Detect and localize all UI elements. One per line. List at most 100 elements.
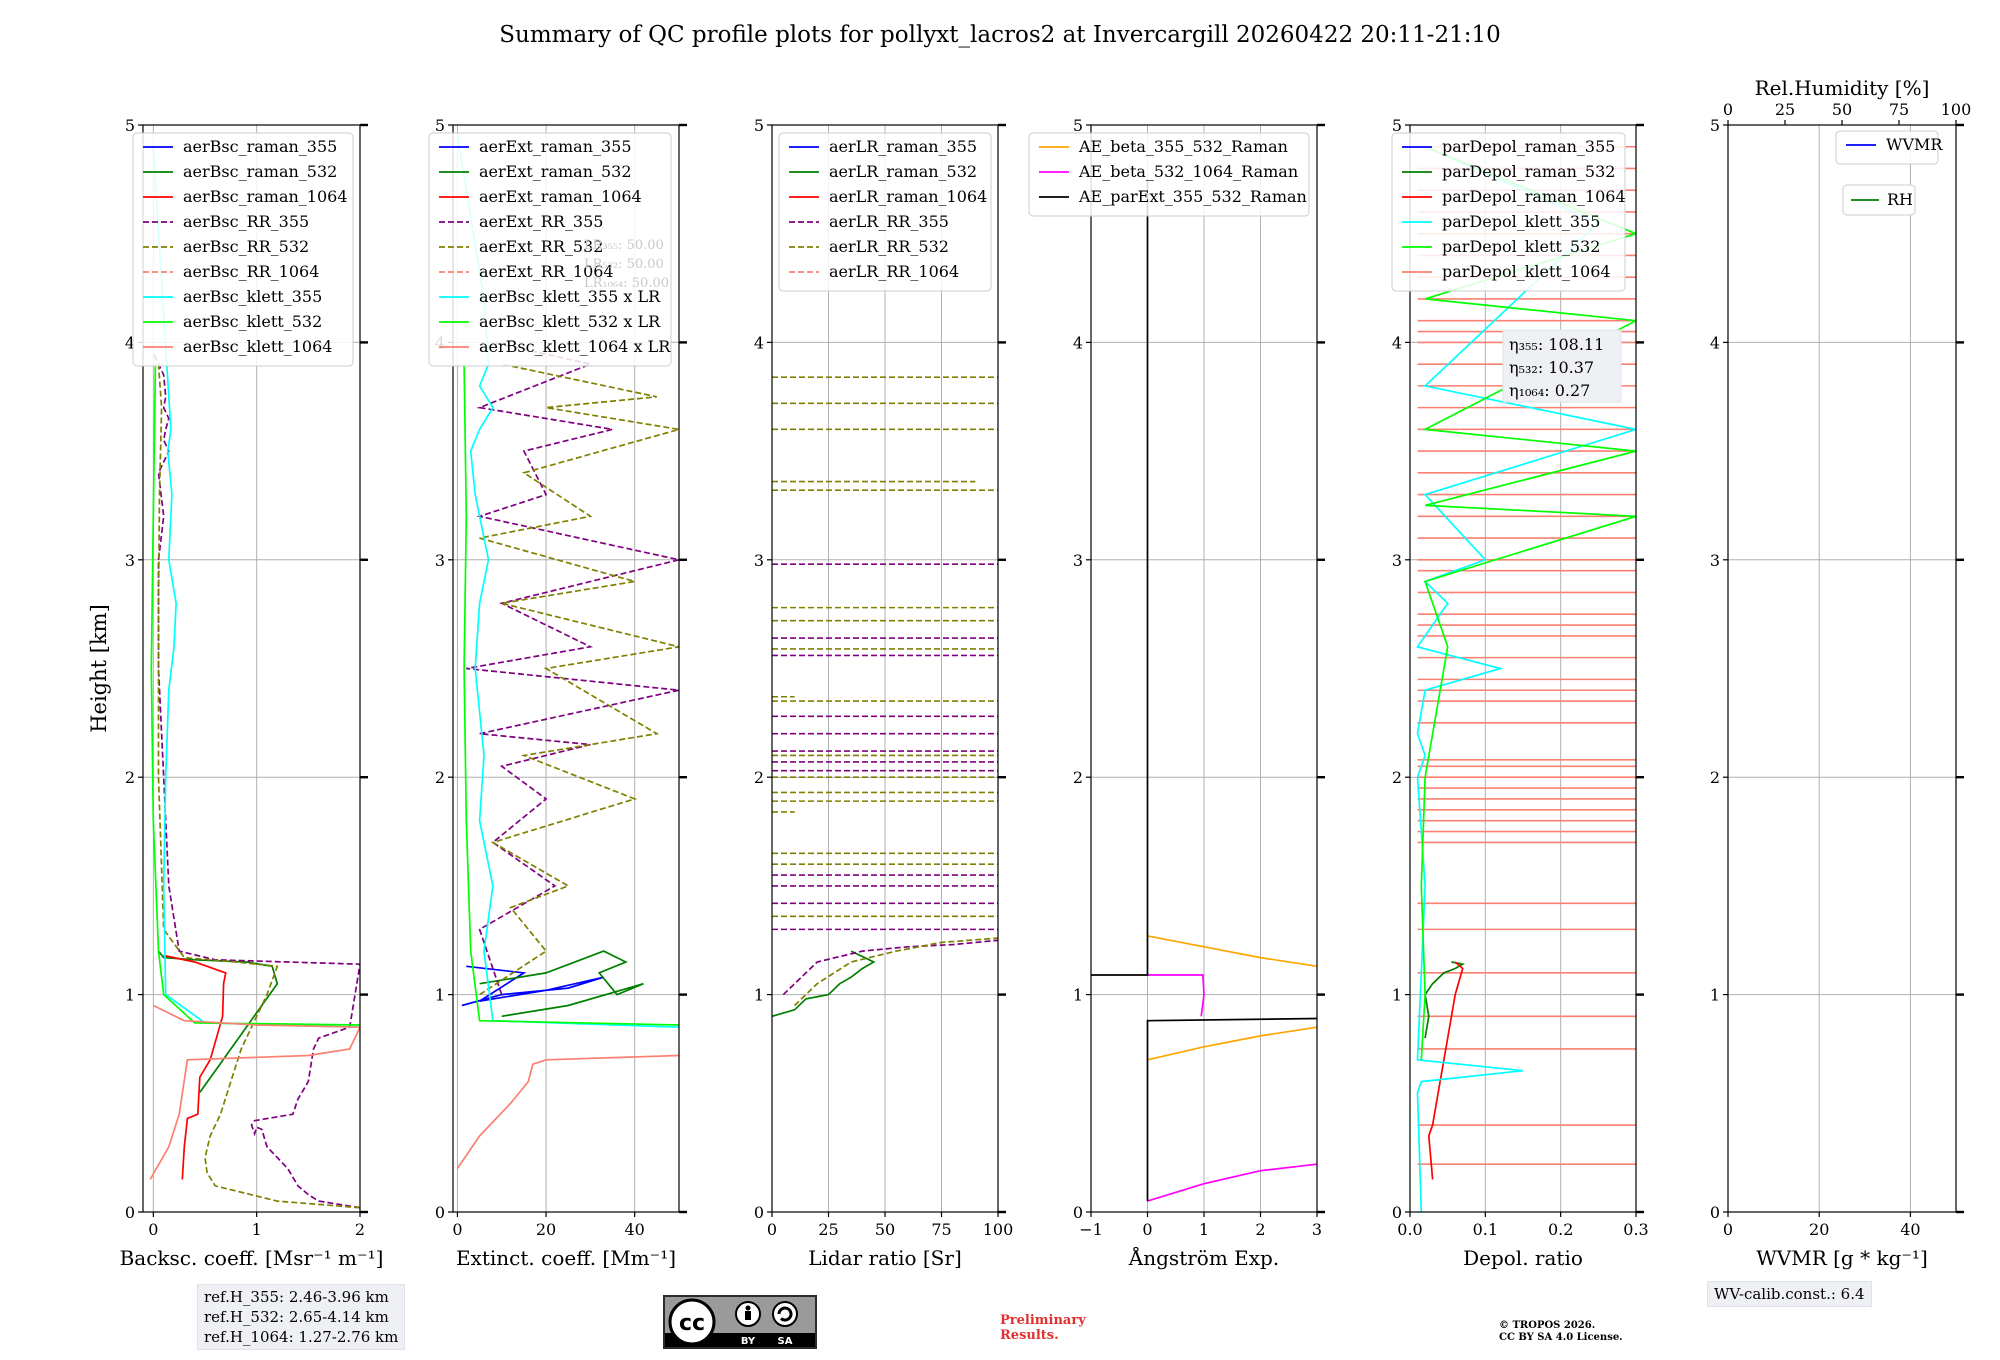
- series-parDepol_klett_532: [1420, 145, 1636, 1060]
- series-AE_beta_532_1064_Raman--upper-: [1147, 974, 1205, 1017]
- y-tick-label: 4: [1710, 333, 1720, 352]
- x2-tick-label: 0: [1723, 100, 1733, 119]
- x-tick-label: 50: [875, 1220, 895, 1239]
- legend-entry: aerBsc_raman_1064: [183, 187, 348, 206]
- x-tick-label: 0: [1142, 1220, 1152, 1239]
- legend-entry: aerLR_raman_1064: [829, 187, 987, 206]
- legend-entry: aerExt_raman_355: [479, 137, 632, 156]
- legend-entry: aerLR_RR_355: [829, 212, 949, 231]
- legend-entry: aerLR_RR_532: [829, 237, 949, 256]
- series-aerLR_RR_532: [794, 937, 998, 1007]
- legend-extinction: aerExt_raman_355 aerExt_raman_532 aerExt_r…: [428, 132, 672, 367]
- series-aerLR_raman_532: [772, 950, 876, 1018]
- legend-entry: aerExt_raman_532: [479, 162, 632, 181]
- preliminary-note: Preliminary Results.: [1000, 1313, 1086, 1343]
- legend-entry: aerBsc_RR_1064: [183, 262, 319, 281]
- x2-tick-label: 75: [1889, 100, 1909, 119]
- legend-entry: aerExt_RR_355: [479, 212, 603, 231]
- series-parDepol_klett_355: [1416, 145, 1636, 1212]
- series-aerBsc_raman_532: [157, 950, 279, 1093]
- x2-tick-label: 50: [1832, 100, 1852, 119]
- series-AE_parExt_355_532_Raman: [1091, 179, 1149, 976]
- y-tick-label: 5: [1073, 116, 1083, 135]
- legend-box: [1835, 130, 1939, 165]
- x-tick-label: −1: [1079, 1220, 1103, 1239]
- legend-entry: parDepol_klett_1064: [1442, 262, 1611, 281]
- x-tick-label: 0: [452, 1220, 462, 1239]
- series-aerExt_RR_355: [466, 341, 679, 995]
- legend-entry: aerBsc_klett_355: [183, 287, 322, 306]
- series-AE_beta_355_532_Raman--lower-: [1147, 1026, 1317, 1061]
- legend-entry: parDepol_raman_355: [1442, 137, 1615, 156]
- x-tick-label: 40: [625, 1220, 645, 1239]
- legend-entry: aerExt_raman_1064: [479, 187, 642, 206]
- x2-tick-label: 100: [1941, 100, 1972, 119]
- legend-entry: aerBsc_klett_532: [183, 312, 322, 331]
- plot-area-extinction: [456, 135, 679, 1169]
- x2-tick-label: 25: [1775, 100, 1795, 119]
- series-aerLR_RR_355: [782, 939, 998, 996]
- series-aerBsc_RR_532: [157, 364, 360, 1209]
- cc-by-sa-icon: cc BY SA: [665, 1297, 815, 1347]
- legend-entry: WVMR: [1886, 135, 1943, 154]
- legend-entry: aerBsc_raman_355: [183, 137, 337, 156]
- y-tick-label: 2: [125, 768, 135, 787]
- y-tick-label: 1: [435, 986, 445, 1005]
- wv-calib-box: WV-calib.const.: 6.4: [1707, 1281, 1872, 1307]
- panel-backscatter: 0 1 2 3 4 5 0 1 2 Backsc. coeff. [Msr⁻¹ m⁻¹] Heigh…: [87, 116, 383, 1270]
- panel-depol: 0 1 2 3 4 5 0.0 0.1 0.2 0.3 Depol. ratio parDepol_r…: [1391, 116, 1649, 1270]
- y-tick-label: 4: [1392, 333, 1402, 352]
- legend-entry: aerBsc_RR_532: [183, 237, 309, 256]
- legend-lidar_ratio: aerLR_raman_355 aerLR_raman_532 aerLR_rama…: [778, 132, 992, 292]
- series-aerBsc_klett_532-x-LR: [463, 364, 679, 1026]
- x-tick-label: 25: [818, 1220, 838, 1239]
- copyright-line-1: © TROPOS 2026.: [1499, 1320, 1596, 1331]
- y-tick-label: 0: [125, 1203, 135, 1222]
- axes-frame: [452, 124, 680, 1213]
- x-tick-label: 0: [1723, 1220, 1733, 1239]
- legend-entry: parDepol_klett_532: [1442, 237, 1600, 256]
- series-aerBsc_raman_1064: [163, 954, 227, 1180]
- legend-entry: AE_parExt_355_532_Raman: [1078, 187, 1307, 206]
- lr-annotation: LR₅₃₂: 50.00: [584, 257, 664, 272]
- plot-area-depol: [1416, 145, 1636, 1212]
- copyright-note: © TROPOS 2026. CC BY SA 4.0 License.: [1499, 1320, 1623, 1344]
- x2-axis-label: Rel.Humidity [%]: [1755, 76, 1930, 100]
- eta-value: η₃₅₅: 108.11: [1509, 335, 1604, 354]
- y-tick-label: 2: [435, 768, 445, 787]
- legend-entry: aerLR_raman_355: [829, 137, 977, 156]
- y-tick-label: 0: [754, 1203, 764, 1222]
- y-tick-label: 1: [125, 986, 135, 1005]
- x-tick-label: 75: [931, 1220, 951, 1239]
- legend-backscatter: aerBsc_raman_355 aerBsc_raman_532 aerBsc_r…: [132, 132, 354, 367]
- plot-area-lidar_ratio: [772, 376, 998, 1018]
- legend-entry: aerExt_RR_532: [479, 237, 603, 256]
- y-tick-label: 2: [1710, 768, 1720, 787]
- legend-box: [1028, 132, 1310, 217]
- legend-box: [778, 132, 992, 292]
- legend-entry: aerLR_raman_532: [829, 162, 977, 181]
- y-tick-label: 5: [435, 116, 445, 135]
- y-tick-label: 5: [1392, 116, 1402, 135]
- ref-height-532: ref.H_532: 2.65-4.14 km: [204, 1308, 389, 1326]
- legend-entry: aerLR_RR_1064: [829, 262, 959, 281]
- legend-box: [1391, 132, 1626, 292]
- legend-entry: aerExt_RR_1064: [479, 262, 614, 281]
- y-axis-label: Height [km]: [87, 604, 111, 733]
- by-text: BY: [741, 1336, 756, 1347]
- legend-entry: aerBsc_raman_532: [183, 162, 337, 181]
- panel-extinction: 01234502040Extinct. coeff. [Mm⁻¹]aerExt_…: [428, 116, 687, 1270]
- y-tick-label: 1: [754, 986, 764, 1005]
- series-aerExt_raman_532: [479, 950, 644, 1018]
- legend-entry: aerBsc_klett_1064: [183, 337, 332, 356]
- legend-wvmr: WVMR: [1835, 130, 1943, 165]
- lr-annotation: LR₁₀₆₄: 50.00: [584, 276, 669, 291]
- y-tick-label: 5: [754, 116, 764, 135]
- series-AE_beta_532_1064_Raman--lower-: [1147, 1163, 1317, 1202]
- axes-frame: [142, 124, 361, 1213]
- axes-frame: [1409, 124, 1637, 1213]
- series-aerBsc_klett_355: [152, 146, 360, 1029]
